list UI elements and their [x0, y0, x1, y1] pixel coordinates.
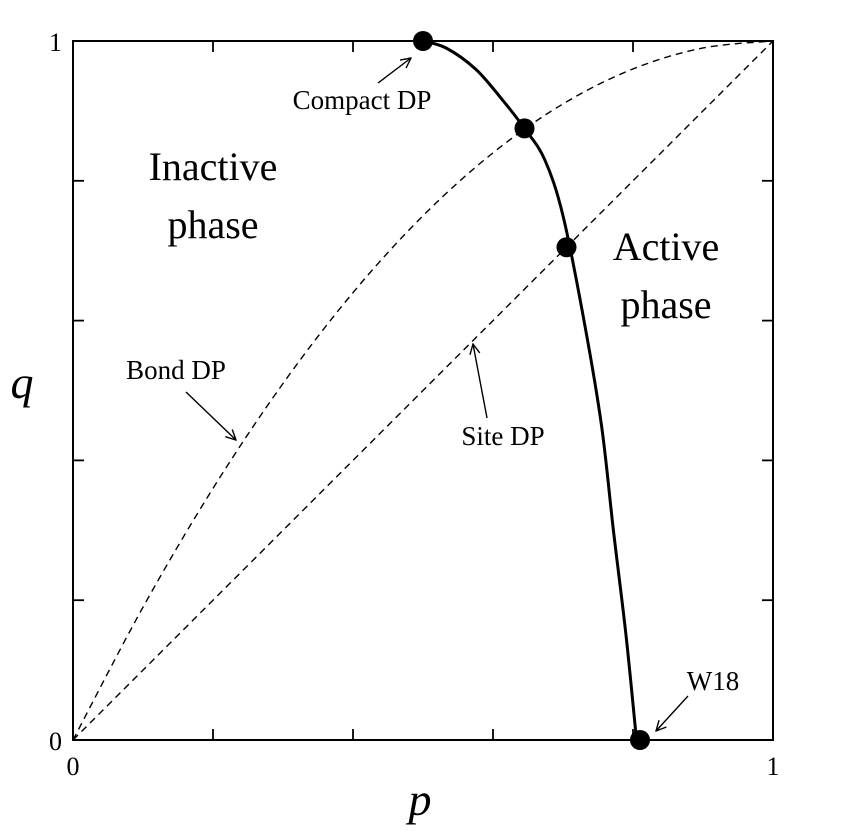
y-tick-label-1: 1: [49, 28, 62, 57]
bond-dp-arrow: [185, 391, 236, 440]
site-dp-arrow: [473, 344, 488, 419]
inactive-phase-label-line1: Inactive: [149, 144, 278, 189]
w18-label: W18: [687, 666, 739, 696]
compact-dp-point: [413, 31, 433, 51]
site-dp-label: Site DP: [461, 421, 544, 451]
bond-dp-point: [514, 118, 535, 139]
bond-dp-curve: [72, 40, 774, 741]
phase-boundary-curve: [422, 39, 638, 741]
x-tick-label-0: 0: [67, 752, 80, 781]
site-dp-point: [556, 237, 577, 258]
site-dp-curve: [72, 40, 774, 741]
curves: [72, 39, 774, 741]
w18-point: [630, 730, 650, 750]
y-axis-label: q: [11, 357, 34, 408]
y-tick-label-0: 0: [49, 727, 62, 756]
active-phase-label-line2: phase: [620, 282, 711, 327]
compact-dp-arrow: [377, 58, 411, 84]
w18-arrow: [656, 695, 689, 731]
inactive-phase-label-line2: phase: [167, 202, 258, 247]
x-tick-label-1: 1: [767, 752, 780, 781]
active-phase-label-line1: Active: [613, 224, 720, 269]
compact-dp-label: Compact DP: [293, 85, 432, 115]
bond-dp-label: Bond DP: [126, 355, 226, 385]
special-points: [413, 31, 650, 750]
x-axis-label: p: [406, 774, 432, 825]
